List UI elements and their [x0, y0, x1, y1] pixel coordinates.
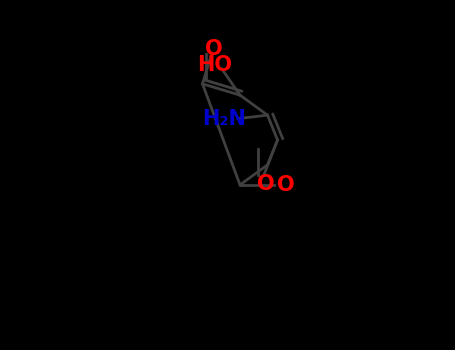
Text: HO: HO: [197, 55, 233, 75]
Text: O: O: [258, 174, 275, 194]
Text: O: O: [277, 175, 294, 195]
Text: H₂N: H₂N: [202, 108, 246, 129]
Text: O: O: [205, 39, 222, 59]
